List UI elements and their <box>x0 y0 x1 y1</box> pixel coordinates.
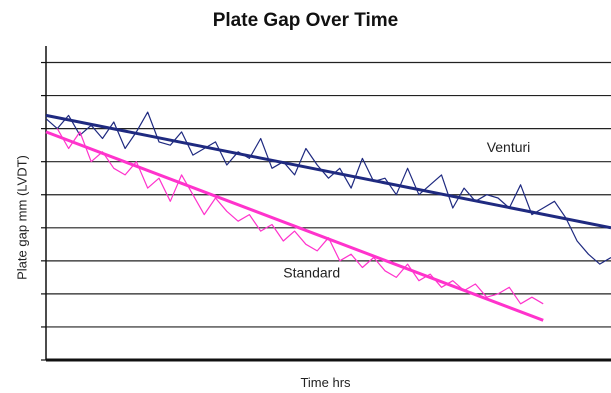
gridlines <box>46 61 611 328</box>
annotation-standard: Standard <box>283 264 340 280</box>
axes <box>41 46 611 362</box>
series-group <box>45 111 611 322</box>
chart-title: Plate Gap Over Time <box>212 10 399 31</box>
annotations: Venturi Standard <box>283 139 530 281</box>
x-axis-label: Time hrs <box>300 375 351 390</box>
series-venturi-line <box>45 111 611 265</box>
annotation-venturi: Venturi <box>487 139 531 155</box>
series-standard-trend-line <box>45 130 544 322</box>
series-venturi-trend-line <box>45 113 611 230</box>
